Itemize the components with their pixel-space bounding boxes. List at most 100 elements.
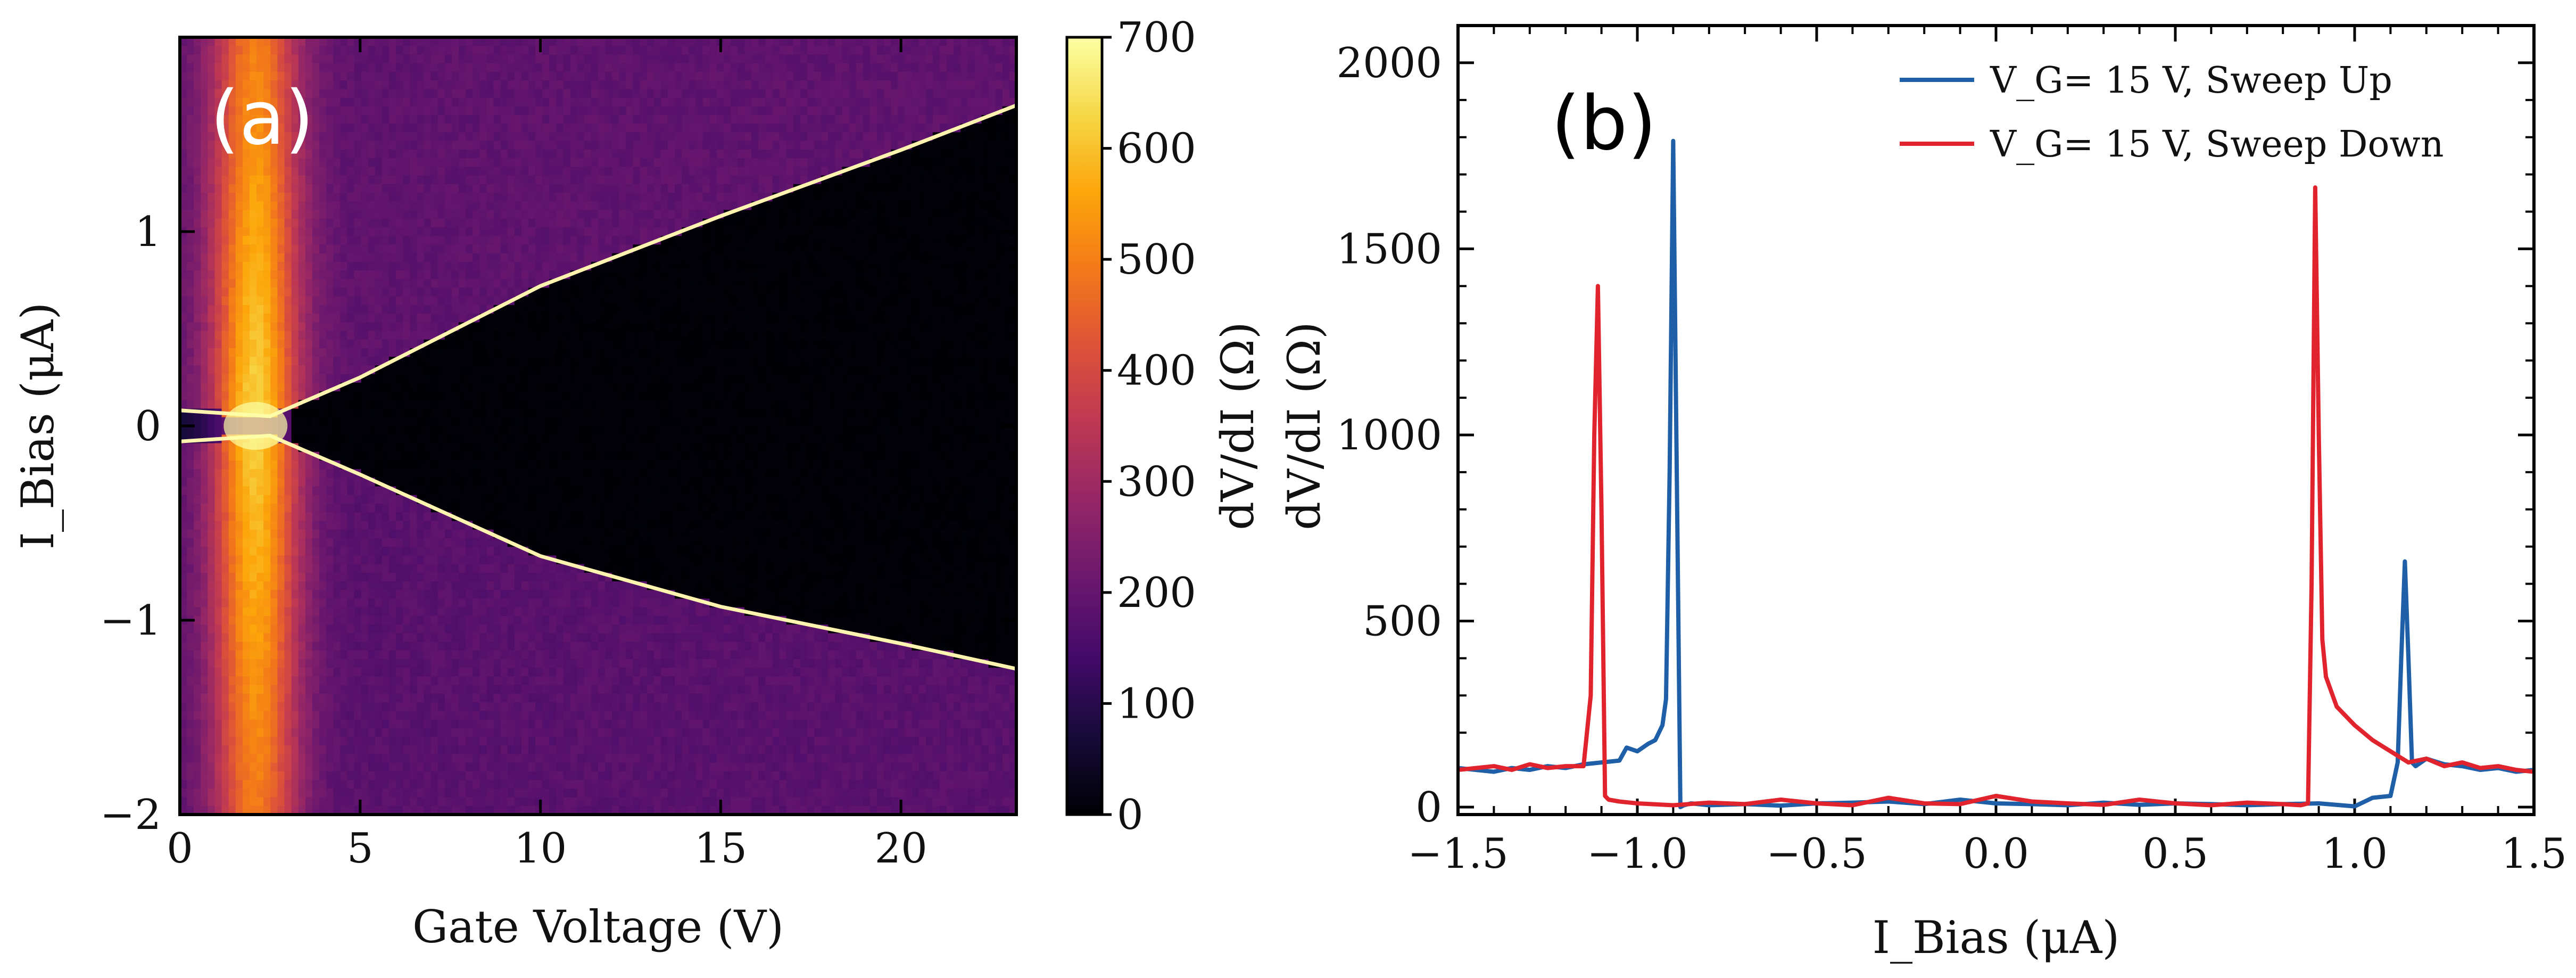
heatmap-cell bbox=[479, 54, 487, 64]
heatmap-cell bbox=[417, 780, 425, 789]
heatmap-cell bbox=[368, 382, 376, 392]
heatmap-cell bbox=[473, 572, 480, 582]
heatmap-cell bbox=[424, 63, 432, 72]
heatmap-cell bbox=[444, 633, 452, 643]
heatmap-cell bbox=[235, 331, 243, 340]
heatmap-cell bbox=[549, 218, 557, 228]
heatmap-cell bbox=[361, 711, 369, 720]
heatmap-cell bbox=[305, 296, 313, 306]
heatmap-cell bbox=[228, 149, 236, 159]
heatmap-cell bbox=[291, 408, 299, 418]
heatmap-cell bbox=[437, 149, 445, 159]
heatmap-cell bbox=[424, 659, 432, 668]
heatmap-cell bbox=[535, 719, 543, 729]
heatmap-cell bbox=[201, 37, 208, 46]
heatmap-cell bbox=[347, 745, 355, 755]
heatmap-cell bbox=[424, 218, 432, 228]
heatmap-cell bbox=[256, 339, 264, 349]
heatmap-cell bbox=[542, 184, 550, 193]
heatmap-cell bbox=[493, 581, 501, 590]
heatmap-cell bbox=[459, 685, 466, 694]
heatmap-cell bbox=[542, 80, 550, 89]
heatmap-cell bbox=[214, 521, 222, 530]
heatmap-cell bbox=[326, 218, 334, 228]
heatmap-cell bbox=[228, 685, 236, 694]
heatmap-cell bbox=[479, 676, 487, 686]
heatmap-cell bbox=[417, 745, 425, 755]
heatmap-cell bbox=[298, 193, 306, 202]
heatmap-cell bbox=[535, 184, 543, 193]
heatmap-cell bbox=[326, 737, 334, 746]
heatmap-cell bbox=[493, 89, 501, 98]
heatmap-cell bbox=[459, 296, 466, 306]
heatmap-cell bbox=[403, 357, 410, 366]
heatmap-cell bbox=[396, 374, 403, 383]
heatmap-cell bbox=[473, 236, 480, 245]
heatmap-cell bbox=[284, 762, 292, 772]
heatmap-cell bbox=[298, 676, 306, 686]
heatmap-cell bbox=[556, 633, 564, 643]
heatmap-cell bbox=[375, 201, 383, 211]
heatmap-cell bbox=[305, 547, 313, 556]
heatmap-cell bbox=[437, 650, 445, 660]
heatmap-cell bbox=[521, 443, 529, 453]
heatmap-cell bbox=[291, 624, 299, 634]
heatmap-cell bbox=[305, 348, 313, 357]
heatmap-cell bbox=[347, 564, 355, 573]
heatmap-cell bbox=[368, 408, 376, 418]
heatmap-cell bbox=[333, 408, 341, 418]
heatmap-cell bbox=[466, 54, 473, 64]
heatmap-cell bbox=[424, 547, 432, 556]
heatmap-cell bbox=[410, 417, 417, 426]
heatmap-cell bbox=[180, 348, 187, 357]
heatmap-cell bbox=[382, 253, 390, 262]
heatmap-cell bbox=[284, 382, 292, 392]
heatmap-cell bbox=[507, 460, 515, 470]
heatmap-cell bbox=[493, 702, 501, 711]
heatmap-cell bbox=[221, 218, 229, 228]
heatmap-cell bbox=[326, 141, 334, 150]
heatmap-cell bbox=[556, 287, 564, 297]
heatmap-cell bbox=[305, 357, 313, 366]
heatmap-cell bbox=[521, 210, 529, 219]
heatmap-cell bbox=[479, 745, 487, 755]
heatmap-cell bbox=[507, 167, 515, 176]
heatmap-cell bbox=[214, 227, 222, 236]
heatmap-cell bbox=[368, 728, 376, 737]
heatmap-cell bbox=[242, 261, 250, 271]
heatmap-cell bbox=[298, 728, 306, 737]
heatmap-cell bbox=[451, 615, 459, 625]
heatmap-cell bbox=[437, 193, 445, 202]
heatmap-cell bbox=[479, 270, 487, 280]
heatmap-cell bbox=[507, 97, 515, 107]
heatmap-cell bbox=[389, 97, 396, 107]
heatmap-cell bbox=[228, 296, 236, 306]
heatmap-cell bbox=[256, 391, 264, 400]
heatmap-cell bbox=[298, 512, 306, 522]
heatmap-cell bbox=[201, 132, 208, 142]
heatmap-cell bbox=[444, 158, 452, 167]
heatmap-cell bbox=[535, 572, 543, 582]
heatmap-cell bbox=[500, 451, 508, 461]
heatmap-cell bbox=[270, 374, 278, 383]
heatmap-cell bbox=[556, 279, 564, 289]
heatmap-cell bbox=[221, 158, 229, 167]
heatmap-cell bbox=[486, 124, 494, 133]
heatmap-cell bbox=[263, 598, 271, 608]
heatmap-cell bbox=[354, 391, 362, 400]
heatmap-cell bbox=[180, 469, 187, 478]
heatmap-cell bbox=[368, 590, 376, 599]
heatmap-cell bbox=[340, 175, 347, 185]
heatmap-cell bbox=[256, 693, 264, 703]
heatmap-cell bbox=[228, 642, 236, 651]
heatmap-cell bbox=[312, 745, 320, 755]
heatmap-cell bbox=[514, 365, 522, 375]
heatmap-cell bbox=[333, 598, 341, 608]
heatmap-cell bbox=[277, 322, 285, 332]
heatmap-cell bbox=[228, 253, 236, 262]
heatmap-cell bbox=[291, 374, 299, 383]
heatmap-cell bbox=[277, 737, 285, 746]
heatmap-cell bbox=[466, 244, 473, 254]
heatmap-cell bbox=[368, 132, 376, 142]
heatmap-cell bbox=[270, 598, 278, 608]
